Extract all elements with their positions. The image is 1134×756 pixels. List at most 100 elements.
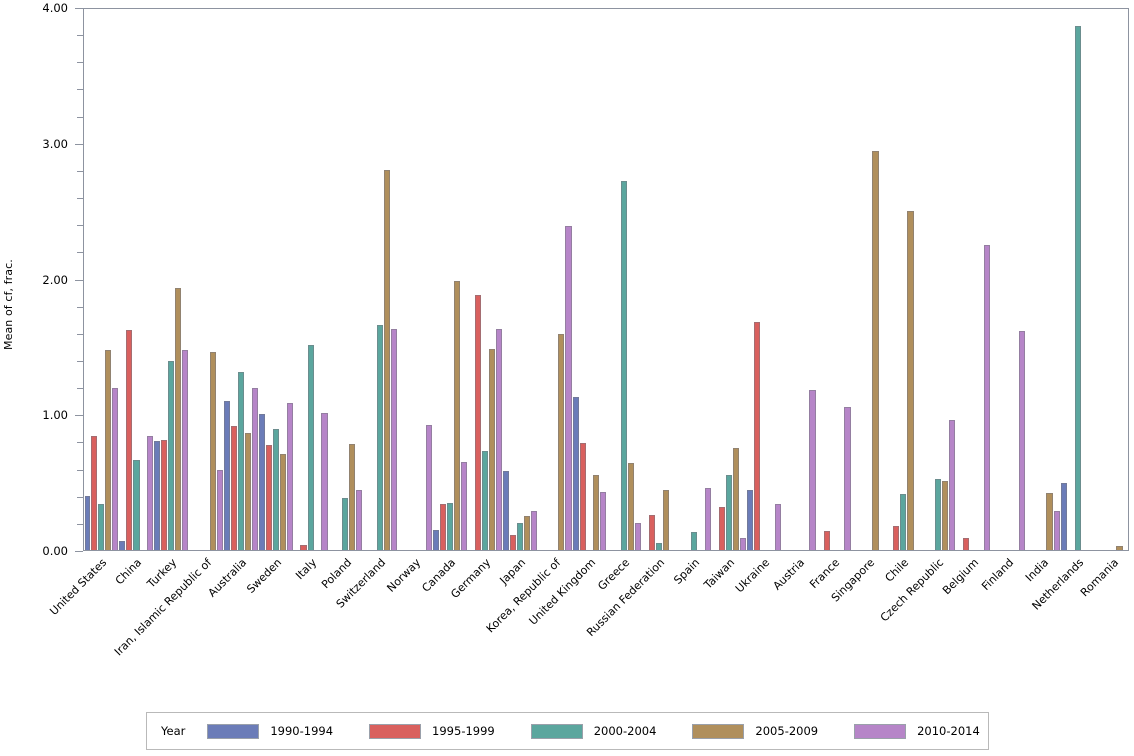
bar — [272, 429, 279, 550]
bar — [161, 440, 168, 550]
bar — [175, 288, 182, 550]
plot-area — [83, 8, 1129, 551]
bar — [481, 450, 488, 550]
bar — [635, 522, 642, 550]
bar-group — [537, 9, 572, 550]
legend-item[interactable]: 2005-2009 — [692, 723, 818, 739]
bar — [941, 480, 949, 550]
y-minor-tick-mark — [77, 198, 83, 200]
y-tick-label: 3.00 — [42, 136, 68, 151]
bar-group — [956, 9, 991, 550]
bar — [704, 487, 712, 550]
bar — [223, 400, 230, 550]
bar-group — [991, 9, 1026, 550]
x-axis-labels: United States China Turkey Iran, Islamic Re… — [48, 552, 1129, 692]
legend-label: 1995-1999 — [432, 724, 495, 738]
bar — [98, 503, 105, 550]
y-minor-tick-mark — [77, 496, 83, 498]
bar — [823, 531, 830, 550]
bar — [230, 426, 237, 550]
bar-group — [328, 9, 363, 550]
y-minor-tick-mark — [77, 116, 83, 118]
y-tick-mark — [75, 551, 83, 552]
y-minor-tick-mark — [77, 469, 83, 471]
legend-label: 2010-2014 — [917, 724, 980, 738]
bar-group — [84, 9, 119, 550]
bar — [900, 494, 907, 550]
bar-group — [851, 9, 886, 550]
legend-title: Year — [161, 724, 186, 738]
bar-group — [572, 9, 607, 550]
bar — [523, 516, 530, 550]
bar — [349, 444, 356, 550]
bar — [754, 321, 761, 550]
bar — [663, 490, 670, 550]
bar — [209, 351, 216, 550]
bar — [565, 225, 572, 550]
bar — [934, 479, 941, 550]
legend-color-swatch — [530, 723, 583, 739]
bar — [593, 475, 600, 550]
legend-label: 2000-2004 — [593, 724, 657, 738]
bar — [656, 543, 663, 550]
legend-item[interactable]: 2010-2014 — [854, 723, 980, 739]
bar — [307, 345, 314, 550]
bar — [502, 471, 509, 550]
bar-group — [1025, 9, 1060, 550]
bar — [509, 535, 516, 550]
bar-group — [816, 9, 851, 550]
bar — [182, 350, 189, 550]
y-tick-label: 1.00 — [42, 408, 68, 423]
y-minor-tick-mark — [77, 442, 83, 444]
bar-group — [258, 9, 293, 550]
legend-items: 1990-1994 1995-1999 2000-2004 2005-2009 2010… — [207, 723, 1015, 739]
legend-color-swatch — [369, 723, 422, 739]
bar — [251, 388, 258, 550]
bar-group — [886, 9, 921, 550]
bar — [872, 150, 879, 550]
y-minor-tick-mark — [77, 170, 83, 172]
legend-item[interactable]: 1990-1994 — [207, 723, 333, 739]
bar-group — [502, 9, 537, 550]
bar — [154, 441, 161, 550]
bar-group — [154, 9, 189, 550]
bar-group — [119, 9, 154, 550]
bar — [300, 544, 307, 550]
bar — [690, 532, 698, 550]
bar — [809, 389, 816, 550]
legend-item[interactable]: 1995-1999 — [369, 723, 495, 739]
bar — [600, 491, 607, 550]
bar — [279, 453, 286, 550]
bar — [732, 448, 739, 550]
bar-group — [363, 9, 398, 550]
bar — [286, 403, 293, 550]
bar — [572, 396, 579, 550]
legend-item[interactable]: 2000-2004 — [530, 723, 657, 739]
bar — [84, 495, 91, 550]
bar — [1116, 545, 1123, 550]
bar — [893, 525, 900, 550]
y-tick-mark — [75, 415, 83, 417]
bar — [342, 498, 349, 550]
y-minor-tick-mark — [77, 306, 83, 308]
bar-group — [712, 9, 747, 550]
bar — [718, 506, 725, 550]
bar — [1074, 26, 1081, 550]
bar — [739, 537, 746, 550]
y-minor-tick-mark — [77, 360, 83, 362]
bar-group — [223, 9, 258, 550]
bar-group — [189, 9, 224, 550]
bar — [983, 244, 991, 550]
bar — [1053, 510, 1060, 550]
bar — [119, 540, 126, 550]
bar — [558, 334, 565, 550]
bar-group — [607, 9, 642, 550]
bar — [425, 425, 433, 550]
y-minor-tick-mark — [77, 225, 83, 227]
bar — [168, 361, 175, 550]
bar — [133, 460, 140, 550]
bar — [1018, 331, 1025, 550]
bar-group — [1095, 9, 1130, 550]
legend-color-swatch — [692, 723, 745, 739]
y-minor-tick-mark — [77, 388, 83, 390]
